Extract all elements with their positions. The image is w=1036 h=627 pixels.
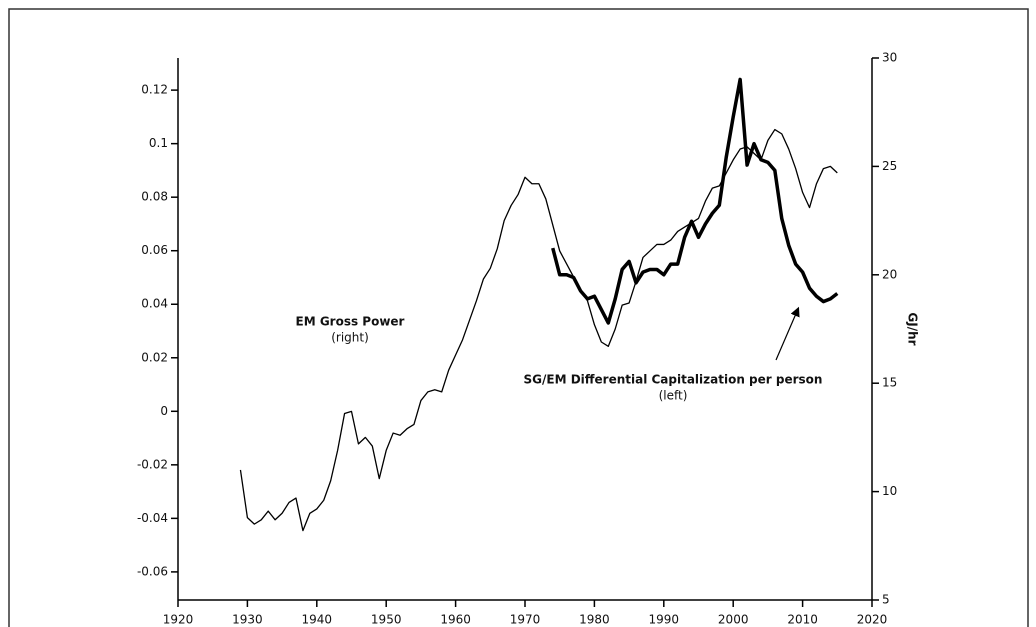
y-tick-label: 0.04 xyxy=(141,297,168,311)
y-tick-label: 0.08 xyxy=(141,190,168,204)
x-tick-label: 1920 xyxy=(163,613,194,627)
y-tick-label: -0.04 xyxy=(137,511,168,525)
x-tick-label: 1960 xyxy=(440,613,471,627)
y2-axis-label: GJ/hr xyxy=(906,312,920,345)
x-tick-label: 1950 xyxy=(371,613,402,627)
x-tick-label: 2020 xyxy=(857,613,888,627)
series-line xyxy=(239,128,838,532)
y2-tick-label: 20 xyxy=(882,267,897,281)
annotation: (right) xyxy=(331,331,369,345)
x-tick-label: 1970 xyxy=(510,613,541,627)
y2-tick-label: 15 xyxy=(882,376,897,390)
y2-tick-label: 30 xyxy=(882,51,897,65)
y-tick-label: 0.06 xyxy=(141,243,168,257)
y-tick-label: 0.12 xyxy=(141,83,168,97)
annotation-arrow xyxy=(775,306,800,361)
y-tick-label: 0 xyxy=(160,404,168,418)
x-tick-label: 1940 xyxy=(302,613,333,627)
y-tick-label: -0.06 xyxy=(137,564,168,578)
annotation: SG/EM Differential Capitalization per pe… xyxy=(524,373,823,387)
y2-tick-label: 10 xyxy=(882,484,897,498)
x-tick-label: 1990 xyxy=(649,613,680,627)
x-tick-label: 2010 xyxy=(787,613,818,627)
y-tick-label: 0.02 xyxy=(141,350,168,364)
frame xyxy=(8,8,1029,627)
y-tick-label: -0.02 xyxy=(137,457,168,471)
x-tick-label: 2000 xyxy=(718,613,749,627)
annotation: EM Gross Power xyxy=(296,315,405,329)
series-line xyxy=(551,77,839,325)
y2-tick-label: 25 xyxy=(882,159,897,173)
y2-tick-label: 5 xyxy=(882,593,890,607)
x-tick-label: 1980 xyxy=(579,613,610,627)
annotation: (left) xyxy=(659,389,688,403)
x-tick-label: 1930 xyxy=(232,613,263,627)
y-tick-label: 0.1 xyxy=(149,136,168,150)
